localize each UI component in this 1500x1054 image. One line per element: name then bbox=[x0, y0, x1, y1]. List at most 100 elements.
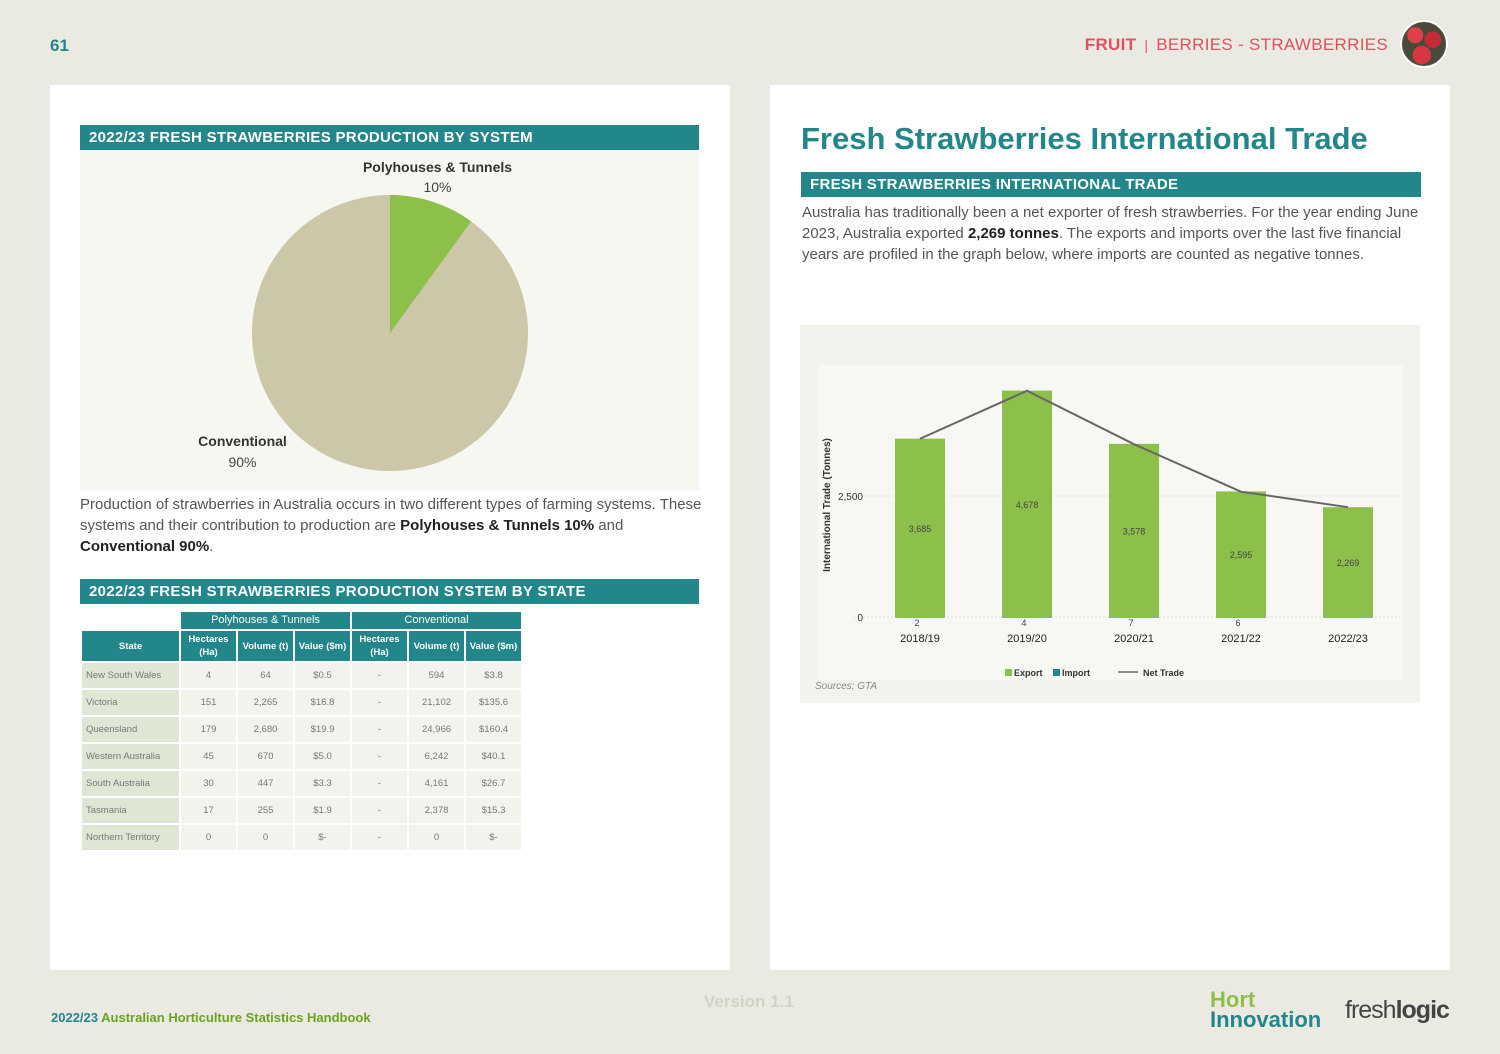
pie-value-conventional: 90% bbox=[228, 454, 257, 470]
export-data-label: 2,269 bbox=[1337, 558, 1360, 568]
export-bar bbox=[1323, 507, 1373, 617]
table-cell: $40.1 bbox=[466, 744, 521, 769]
net-trade-line bbox=[919, 389, 1349, 509]
table-cell: $5.0 bbox=[295, 744, 350, 769]
table-cell: 30 bbox=[181, 771, 236, 796]
pie-section-title: 2022/23 FRESH STRAWBERRIES PRODUCTION BY… bbox=[80, 125, 699, 150]
export-data-label: 2,595 bbox=[1230, 550, 1253, 560]
trade-paragraph: Australia has traditionally been a net e… bbox=[802, 204, 1419, 263]
table-row: Tasmania 17 255 $1.9-2,378 $15.3 bbox=[82, 798, 521, 823]
table-cell: - bbox=[352, 744, 407, 769]
left-panel: 2022/23 FRESH STRAWBERRIES PRODUCTION BY… bbox=[50, 85, 730, 970]
breadcrumb-subcategory[interactable]: BERRIES - STRAWBERRIES bbox=[1156, 35, 1388, 54]
column-header: Hectares (Ha) bbox=[352, 631, 407, 661]
import-data-label: 4 bbox=[1021, 618, 1026, 628]
y-axis-label: International Trade (Tonnes) bbox=[822, 438, 833, 572]
pie-label-polyhouses: Polyhouses & Tunnels bbox=[362, 159, 513, 175]
column-header: Volume (t) bbox=[238, 631, 293, 661]
table-cell: 24,966 bbox=[409, 717, 464, 742]
state-name: Tasmania bbox=[82, 798, 179, 823]
pie-chart-area: Polyhouses & Tunnels 10% Conventional 90… bbox=[80, 151, 699, 490]
x-tick-label: 2018/19 bbox=[900, 633, 940, 645]
table-cell: 0 bbox=[181, 825, 236, 850]
import-data-label: 7 bbox=[1128, 618, 1133, 628]
trade-chart: 0 2,500 International Trade (Tonnes) 3,685 2… bbox=[818, 365, 1403, 680]
x-tick-label: 2021/22 bbox=[1221, 633, 1261, 645]
table-cell: 4 bbox=[181, 663, 236, 688]
legend-export-swatch bbox=[1005, 669, 1012, 676]
column-header-state: State bbox=[82, 631, 179, 661]
table-cell: $1.9 bbox=[295, 798, 350, 823]
group-header: Conventional bbox=[352, 612, 521, 629]
x-tick-label: 2022/23 bbox=[1328, 633, 1368, 645]
table-cell: - bbox=[352, 798, 407, 823]
table-cell: - bbox=[352, 690, 407, 715]
table-row: Western Australia 45 670 $5.0-6,242 $40.1 bbox=[82, 744, 521, 769]
state-table: Polyhouses & Tunnels Conventional State He… bbox=[80, 610, 523, 852]
pie-slice-polyhouses bbox=[390, 195, 472, 333]
table-cell: 447 bbox=[238, 771, 293, 796]
table-cell: 255 bbox=[238, 798, 293, 823]
table-cell: - bbox=[352, 717, 407, 742]
state-name: Queensland bbox=[82, 717, 179, 742]
import-data-label: 2 bbox=[914, 618, 919, 628]
legend-net-trade-label: Net Trade bbox=[1143, 668, 1184, 678]
column-header: Value ($m) bbox=[295, 631, 350, 661]
table-cell: $15.3 bbox=[466, 798, 521, 823]
table-cell: 64 bbox=[238, 663, 293, 688]
state-name: Victoria bbox=[82, 690, 179, 715]
freshlogic-logo: freshlogic bbox=[1345, 996, 1450, 1024]
import-bar bbox=[1109, 617, 1159, 618]
chart-source: Sources: GTA bbox=[815, 681, 878, 692]
table-cell: $3.8 bbox=[466, 663, 521, 688]
import-bar bbox=[1002, 617, 1052, 618]
page-number: 61 bbox=[50, 36, 69, 55]
column-header: Value ($m) bbox=[466, 631, 521, 661]
pie-chart bbox=[252, 195, 528, 471]
table-cell: 151 bbox=[181, 690, 236, 715]
table-cell: 2,680 bbox=[238, 717, 293, 742]
footer-handbook: 2022/23 Australian Horticulture Statisti… bbox=[51, 1010, 371, 1025]
page-title: Fresh Strawberries International Trade bbox=[801, 121, 1368, 156]
table-cell: 2,378 bbox=[409, 798, 464, 823]
pie-value-polyhouses: 10% bbox=[423, 179, 452, 195]
table-row: South Australia 30 447 $3.3-4,161 $26.7 bbox=[82, 771, 521, 796]
y-tick-label: 0 bbox=[857, 613, 863, 624]
breadcrumb-category[interactable]: FRUIT bbox=[1084, 35, 1137, 54]
state-name: Northern Territory bbox=[82, 825, 179, 850]
column-header: Hectares (Ha) bbox=[181, 631, 236, 661]
table-cell: - bbox=[352, 771, 407, 796]
table-cell: 45 bbox=[181, 744, 236, 769]
import-data-label: 6 bbox=[1235, 618, 1240, 628]
x-tick-label: 2020/21 bbox=[1114, 633, 1154, 645]
table-cell: - bbox=[352, 663, 407, 688]
table-cell: 179 bbox=[181, 717, 236, 742]
export-bar bbox=[1002, 390, 1052, 617]
strawberry-photo bbox=[1400, 20, 1448, 68]
table-cell: $135.6 bbox=[466, 690, 521, 715]
trade-section-title: FRESH STRAWBERRIES INTERNATIONAL TRADE bbox=[801, 172, 1421, 197]
export-bar bbox=[1109, 443, 1159, 617]
x-tick-label: 2019/20 bbox=[1007, 633, 1047, 645]
table-row: Queensland 179 2,680 $19.9-24,966 $160.4 bbox=[82, 717, 521, 742]
y-tick-label: 2,500 bbox=[838, 492, 863, 503]
table-cell: 0 bbox=[409, 825, 464, 850]
table-cell: $19.9 bbox=[295, 717, 350, 742]
table-row: Victoria 151 2,265 $16.8-21,102 $135.6 bbox=[82, 690, 521, 715]
right-panel: Fresh Strawberries International Trade F… bbox=[770, 85, 1450, 970]
version-label: Version 1.1 bbox=[704, 992, 794, 1011]
table-row: Northern Territory 0 0 $- -0 $- bbox=[82, 825, 521, 850]
table-cell: 6,242 bbox=[409, 744, 464, 769]
table-cell: $- bbox=[295, 825, 350, 850]
export-data-label: 3,685 bbox=[909, 524, 932, 534]
breadcrumb: FRUIT | BERRIES - STRAWBERRIES bbox=[1085, 35, 1388, 55]
group-header: Polyhouses & Tunnels bbox=[181, 612, 350, 629]
trade-chart-container: 0 2,500 International Trade (Tonnes) 3,685 2… bbox=[800, 325, 1420, 703]
table-cell: $26.7 bbox=[466, 771, 521, 796]
table-cell: $160.4 bbox=[466, 717, 521, 742]
column-header: Volume (t) bbox=[409, 631, 464, 661]
table-cell: 17 bbox=[181, 798, 236, 823]
pie-label-conventional: Conventional bbox=[198, 433, 287, 449]
table-cell: 4,161 bbox=[409, 771, 464, 796]
separator: | bbox=[1144, 37, 1149, 53]
